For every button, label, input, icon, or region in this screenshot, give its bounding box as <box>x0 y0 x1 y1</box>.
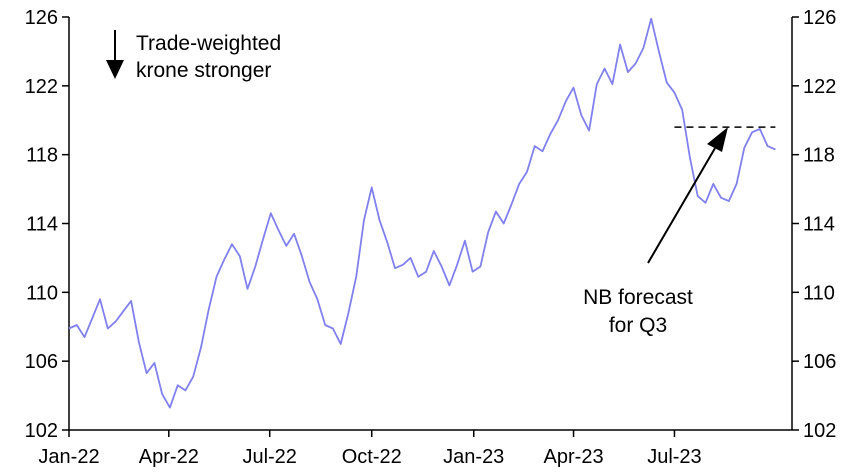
series <box>68 17 776 409</box>
y-axis-right: 102 106 110 114 118 122 126 <box>792 7 836 442</box>
y-tick-label-right: 122 <box>803 76 836 98</box>
y-tick-label-right: 102 <box>803 420 836 442</box>
x-tick-label: Apr-22 <box>139 446 199 468</box>
down-arrow-head-icon <box>106 60 124 79</box>
forecast-label-line2: for Q3 <box>609 314 667 337</box>
annotation-line1: Trade-weighted <box>136 32 281 55</box>
x-tick-label: Jul-22 <box>242 446 296 468</box>
x-tick-label: Jul-23 <box>647 446 701 468</box>
y-tick-label-left: 118 <box>26 145 58 167</box>
y-tick-label-right: 110 <box>803 282 835 304</box>
y-axis-left: 102 106 110 114 118 122 126 <box>25 7 69 442</box>
y-tick-label-left: 122 <box>25 76 58 98</box>
annotations: Trade-weighted krone stronger NB forecas… <box>106 30 728 337</box>
y-tick-label-left: 126 <box>25 7 58 29</box>
y-tick-label-left: 102 <box>25 420 58 442</box>
forecast-label-line1: NB forecast <box>583 286 693 309</box>
y-tick-label-left: 110 <box>26 282 58 304</box>
annotation-line2: krone stronger <box>136 59 271 82</box>
forecast-pointer-head-icon <box>707 127 728 152</box>
x-axis: Jan-22 Apr-22 Jul-22 Oct-22 Jan-23 Apr-23 Jul-… <box>38 430 702 468</box>
x-tick-label: Jan-22 <box>38 446 99 468</box>
x-tick-label: Apr-23 <box>544 446 604 468</box>
y-tick-label-left: 106 <box>25 351 58 373</box>
x-tick-label: Oct-22 <box>342 446 402 468</box>
y-tick-label-right: 106 <box>803 351 836 373</box>
y-tick-label-right: 126 <box>803 7 836 29</box>
y-tick-label-right: 118 <box>803 145 835 167</box>
y-tick-label-left: 114 <box>26 214 58 236</box>
forecast-pointer-line <box>647 142 719 264</box>
x-tick-label: Jan-23 <box>443 446 504 468</box>
series-line <box>68 17 776 409</box>
y-tick-label-right: 114 <box>803 214 835 236</box>
